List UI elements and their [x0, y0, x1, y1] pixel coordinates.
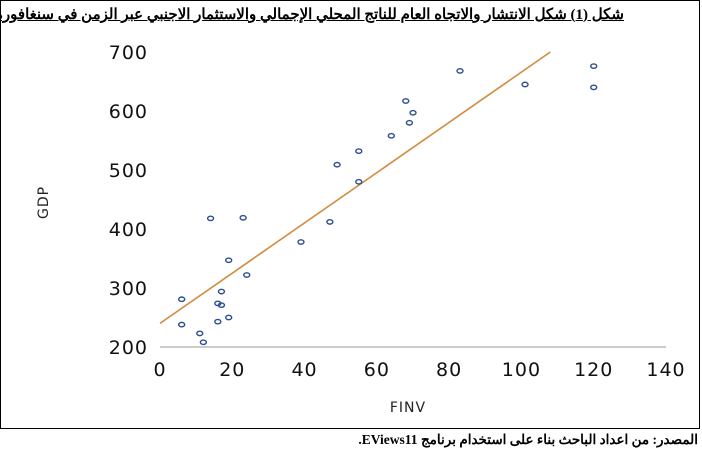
data-point [224, 257, 233, 264]
data-point [177, 296, 186, 303]
data-point [326, 219, 334, 225]
y-tick-label: 400 [109, 219, 148, 241]
y-tick-label: 500 [109, 160, 148, 182]
data-point [206, 215, 215, 222]
x-axis-label: FINV [390, 400, 426, 416]
data-point [217, 288, 226, 295]
data-point [243, 272, 251, 278]
trend-line [159, 51, 551, 325]
y-tick-label: 300 [109, 278, 148, 300]
y-tick-label: 700 [109, 42, 148, 64]
chart-title: شكل (1) شكل الانتشار والاتجاه العام للنا… [0, 7, 624, 23]
data-point [297, 239, 305, 245]
tick-labels: 0 20 40 60 80 100 120 140 200 300 400 500 600 700 [109, 42, 685, 381]
data-point [402, 98, 410, 104]
x-tick-label: 140 [646, 359, 685, 381]
data-point [224, 314, 233, 321]
trend-layer [159, 51, 551, 325]
scatter-chart: 0 20 40 60 80 100 120 140 200 300 400 500 600 700 FIN… [36, 42, 685, 416]
data-point [217, 302, 226, 309]
x-tick-label: 0 [153, 359, 166, 381]
data-point [355, 178, 363, 185]
data-point [333, 161, 341, 168]
data-point [387, 132, 396, 139]
x-tick-label: 80 [436, 359, 462, 381]
data-point [521, 81, 529, 88]
x-tick-label: 100 [502, 359, 541, 381]
figure-frame [0, 0, 700, 429]
data-point [590, 84, 598, 91]
data-point [199, 339, 208, 346]
y-tick-label: 600 [109, 101, 148, 123]
x-tick-label: 40 [291, 359, 317, 381]
points-layer [177, 63, 598, 346]
data-point [456, 67, 464, 74]
source-note: المصدر: من اعداد الباحث بناء على استخدام… [358, 432, 698, 447]
data-point [590, 63, 598, 70]
data-point [409, 109, 417, 116]
data-point [405, 119, 414, 126]
y-tick-label: 200 [109, 337, 148, 359]
data-point [196, 330, 204, 337]
data-point [177, 321, 186, 328]
x-tick-label: 120 [574, 359, 613, 381]
data-point [239, 214, 247, 221]
x-tick-label: 20 [219, 359, 245, 381]
data-point [214, 318, 222, 325]
y-axis-label: GDP [36, 186, 52, 219]
data-point [355, 148, 363, 155]
x-tick-label: 60 [364, 359, 390, 381]
